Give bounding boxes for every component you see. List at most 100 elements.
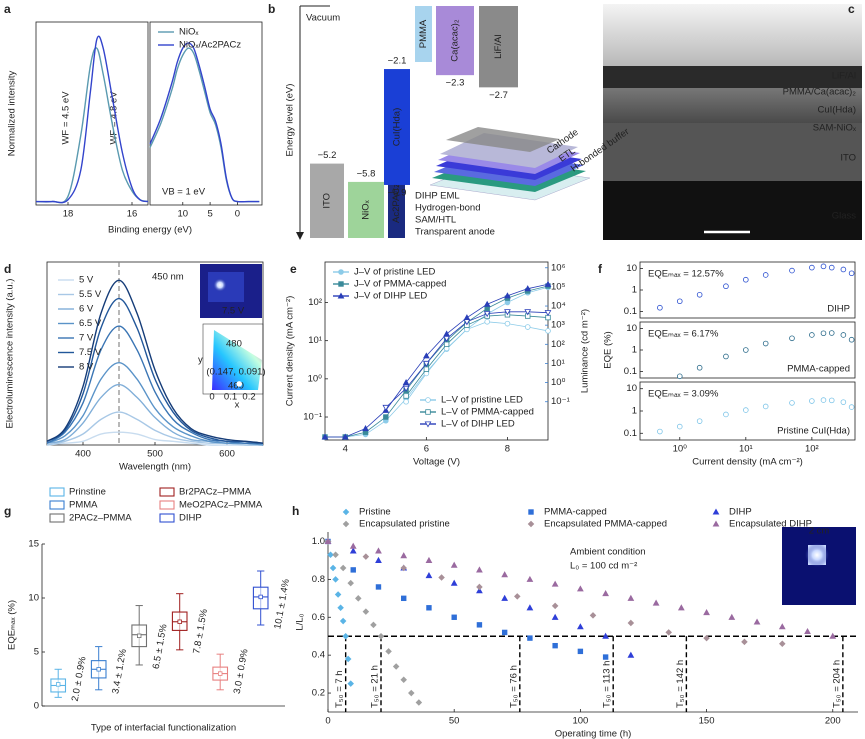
legend-label: 8 V <box>79 362 94 373</box>
marker <box>337 604 344 612</box>
marker <box>820 263 827 270</box>
panel-letter: b <box>268 2 275 16</box>
series-line <box>149 47 260 203</box>
t50-label: T₅₀ = 113 h <box>602 661 613 708</box>
panel-letter: a <box>4 2 11 16</box>
mean <box>56 682 61 687</box>
legend-marker <box>425 397 431 403</box>
marker <box>627 594 635 601</box>
marker <box>657 304 663 311</box>
marker <box>828 397 835 404</box>
marker <box>602 632 609 639</box>
marker <box>392 663 400 670</box>
marker <box>551 602 559 610</box>
annotation: PMMA-capped <box>787 364 850 375</box>
marker <box>504 320 511 327</box>
level-label: −5.2 <box>318 150 337 161</box>
marker <box>476 566 483 573</box>
inset-x-label: x <box>235 400 240 411</box>
y-tick-label: 0.1 <box>624 306 637 317</box>
legend-marker <box>712 508 720 515</box>
legend-label: Encapsulated DIHP <box>729 519 812 530</box>
legend-swatch <box>159 513 175 523</box>
marker <box>723 283 729 290</box>
legend-label: L–V of DIHP LED <box>441 419 515 430</box>
marker <box>443 335 451 343</box>
marker <box>723 411 729 418</box>
box-annotation: 7.8 ± 1.5% <box>191 608 210 655</box>
marker <box>809 332 815 338</box>
marker <box>362 424 369 432</box>
marker <box>840 399 847 405</box>
y2-tick-label: 10⁴ <box>551 301 566 312</box>
series-line <box>46 431 263 446</box>
legend-label: 5 V <box>79 275 94 286</box>
panel-letter: e <box>290 262 297 276</box>
marker <box>589 612 597 619</box>
legend-label: Encapsulated pristine <box>359 519 450 530</box>
mean <box>217 671 223 676</box>
legend-swatch <box>159 487 175 497</box>
y2-tick-label: 10⁰ <box>551 377 566 388</box>
annotation: WF = 4.8 eV <box>109 91 120 145</box>
inset-tick-label: 0 <box>209 392 214 403</box>
legend-label: J–V of pristine LED <box>354 267 435 278</box>
marker <box>676 423 683 430</box>
plot-frame <box>149 21 263 206</box>
marker <box>652 599 660 606</box>
box-annotation: 3.4 ± 1.2% <box>110 648 129 695</box>
marker <box>501 629 508 636</box>
x-tick-label: 50 <box>449 716 460 727</box>
marker <box>342 632 349 640</box>
bar-label: NiOₓ <box>361 199 372 219</box>
marker <box>402 385 410 392</box>
x-tick-label: 8 <box>505 444 510 455</box>
energy-axis-arrow <box>296 232 304 240</box>
marker <box>334 591 342 598</box>
box-annotation: 2.0 ± 0.9% <box>70 655 89 702</box>
marker <box>602 654 609 660</box>
marker <box>527 635 533 641</box>
marker <box>723 353 729 360</box>
marker <box>577 623 584 630</box>
inset-y-label: y <box>198 355 203 366</box>
legend-label: Br2PACz–PMMA <box>179 487 252 498</box>
marker <box>577 648 584 655</box>
x-tick-label: 10¹ <box>739 444 753 455</box>
legend-label: J–V of DIHP LED <box>354 291 427 302</box>
y-tick-label: 10⁻¹ <box>303 412 322 423</box>
x-axis-label: Type of interfacial functionalization <box>91 723 236 734</box>
marker <box>362 553 370 560</box>
marker <box>339 564 347 572</box>
marker <box>504 309 511 316</box>
marker <box>551 580 559 587</box>
marker <box>377 632 385 640</box>
y-tick-label: 0.4 <box>312 650 325 661</box>
y-axis-label: Electroluminescence intensity (a.u.) <box>5 279 16 429</box>
plot-frame <box>324 261 549 441</box>
marker <box>501 594 509 601</box>
marker <box>809 398 815 404</box>
device-label: SAM/HTL <box>415 215 456 226</box>
series-line <box>405 314 549 397</box>
legend-marker <box>338 269 344 275</box>
marker <box>476 583 483 591</box>
panel-letter: c <box>848 2 855 16</box>
legend-label: 5.5 V <box>79 289 102 300</box>
legend-label: 7.5 V <box>79 347 102 358</box>
marker <box>339 617 347 625</box>
layer-label: ITO <box>840 153 856 164</box>
marker <box>828 264 835 271</box>
marker <box>426 605 432 611</box>
legend-label: 7 V <box>79 333 94 344</box>
x-axis-label: Voltage (V) <box>413 457 460 468</box>
level-label: −5.8 <box>357 168 376 179</box>
y-axis-label: Normalized intensity <box>7 70 18 156</box>
marker <box>696 291 703 298</box>
marker <box>665 629 672 636</box>
marker <box>504 292 511 299</box>
marker <box>483 311 491 318</box>
marker <box>324 537 332 545</box>
y-tick-label: 10¹ <box>308 335 322 346</box>
